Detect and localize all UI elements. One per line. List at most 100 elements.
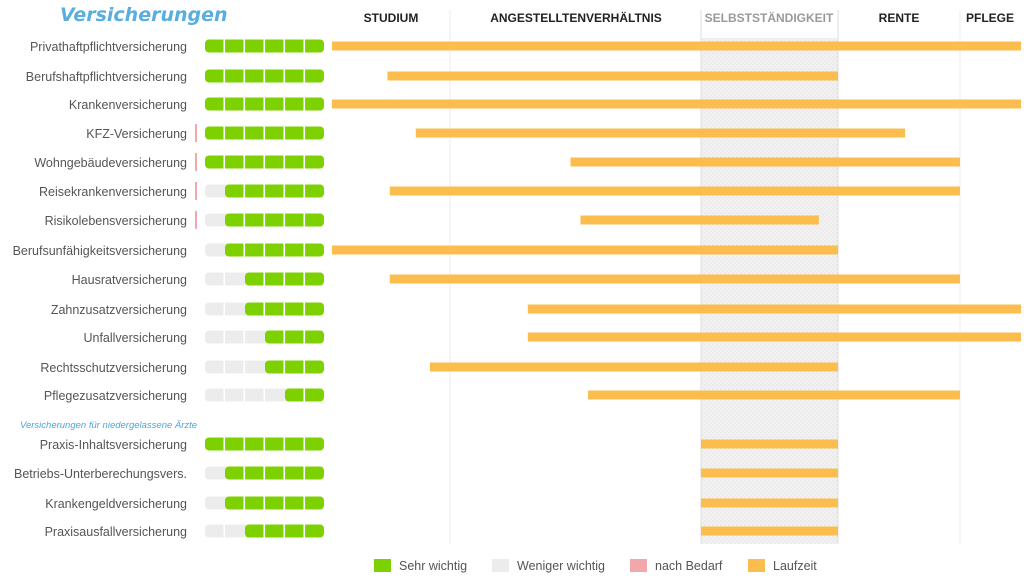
importance-divider — [263, 39, 266, 53]
importance-divider — [263, 243, 266, 257]
legend-swatch — [748, 559, 765, 572]
importance-bar — [265, 330, 324, 344]
nach-bedarf-marker — [195, 211, 197, 229]
laufzeit-bar — [527, 332, 1021, 342]
nach-bedarf-marker — [195, 182, 197, 200]
importance-divider — [263, 302, 266, 316]
importance-divider — [283, 496, 286, 510]
laufzeit-bar — [332, 245, 838, 255]
importance-divider — [243, 243, 246, 257]
row-label: Privathaftpflichtversicherung — [30, 40, 187, 54]
nach-bedarf-marker — [195, 153, 197, 171]
row-label: Rechtsschutzversicherung — [40, 361, 187, 375]
laufzeit-bar — [527, 304, 1021, 314]
row-label: Pflegezusatzversicherung — [44, 389, 187, 403]
importance-divider — [303, 126, 306, 140]
importance-divider — [223, 524, 226, 538]
importance-divider — [243, 330, 246, 344]
importance-divider — [303, 496, 306, 510]
importance-bar — [225, 496, 324, 510]
laufzeit-bar — [701, 468, 838, 478]
importance-divider — [243, 360, 246, 374]
importance-divider — [283, 466, 286, 480]
row-label: Hausratversicherung — [72, 273, 187, 287]
phase-header: SELBSTSTÄNDIGKEIT — [705, 10, 834, 25]
highlight-band — [701, 38, 838, 544]
laufzeit-bar — [389, 186, 960, 196]
importance-divider — [283, 213, 286, 227]
importance-divider — [303, 360, 306, 374]
importance-divider — [303, 302, 306, 316]
legend-label: Sehr wichtig — [399, 559, 467, 573]
importance-divider — [303, 97, 306, 111]
importance-divider — [243, 213, 246, 227]
importance-divider — [263, 437, 266, 451]
importance-divider — [263, 126, 266, 140]
importance-divider — [263, 388, 266, 402]
importance-divider — [243, 184, 246, 198]
row-label: Praxis-Inhaltsversicherung — [40, 438, 187, 452]
legend-swatch — [374, 559, 391, 572]
importance-divider — [223, 97, 226, 111]
importance-bar — [265, 360, 324, 374]
importance-divider — [263, 69, 266, 83]
row-label: Krankenversicherung — [69, 98, 187, 112]
row-label: Berufsunfähigkeitsversicherung — [13, 244, 187, 258]
importance-divider — [263, 496, 266, 510]
legend-swatch — [492, 559, 509, 572]
importance-bar — [225, 243, 324, 257]
importance-divider — [283, 360, 286, 374]
row-label: Praxisausfallversicherung — [45, 525, 187, 539]
laufzeit-bar — [332, 99, 1021, 109]
phase-header: ANGESTELLTENVERHÄLTNIS — [490, 10, 662, 25]
importance-divider — [243, 97, 246, 111]
importance-divider — [263, 524, 266, 538]
laufzeit-bar — [701, 439, 838, 449]
importance-divider — [283, 97, 286, 111]
row-label: Reisekrankenversicherung — [39, 185, 187, 199]
row-label: KFZ-Versicherung — [86, 127, 187, 141]
importance-divider — [283, 302, 286, 316]
importance-divider — [303, 388, 306, 402]
importance-divider — [303, 69, 306, 83]
importance-divider — [243, 466, 246, 480]
importance-divider — [303, 243, 306, 257]
chart-title: Versicherungen — [60, 4, 228, 26]
importance-bar — [225, 213, 324, 227]
laufzeit-bar — [332, 41, 1021, 51]
legend-label: nach Bedarf — [655, 559, 723, 573]
laufzeit-bar — [415, 128, 906, 138]
importance-divider — [303, 213, 306, 227]
legend-label: Weniger wichtig — [517, 559, 605, 573]
row-label: Wohngebäudeversicherung — [34, 156, 187, 170]
importance-bar — [225, 466, 324, 480]
importance-divider — [243, 388, 246, 402]
importance-divider — [223, 272, 226, 286]
importance-divider — [303, 437, 306, 451]
importance-divider — [283, 155, 286, 169]
importance-divider — [223, 69, 226, 83]
importance-divider — [223, 388, 226, 402]
importance-divider — [283, 330, 286, 344]
importance-divider — [303, 184, 306, 198]
importance-divider — [223, 155, 226, 169]
importance-divider — [243, 126, 246, 140]
legend-label: Laufzeit — [773, 559, 817, 573]
importance-divider — [263, 272, 266, 286]
importance-divider — [243, 437, 246, 451]
group-subtitle: Versicherungen für niedergelassene Ärzte — [20, 420, 197, 431]
laufzeit-bar — [387, 71, 838, 81]
importance-divider — [243, 39, 246, 53]
importance-divider — [303, 272, 306, 286]
row-label: Risikolebensversicherung — [45, 214, 187, 228]
row-label: Zahnzusatzversicherung — [51, 303, 187, 317]
laufzeit-bar — [580, 215, 819, 225]
importance-divider — [303, 330, 306, 344]
importance-divider — [283, 39, 286, 53]
nach-bedarf-marker — [195, 124, 197, 142]
phase-header: PFLEGE — [966, 11, 1014, 25]
importance-divider — [263, 213, 266, 227]
laufzeit-bar — [701, 498, 838, 508]
importance-divider — [283, 243, 286, 257]
